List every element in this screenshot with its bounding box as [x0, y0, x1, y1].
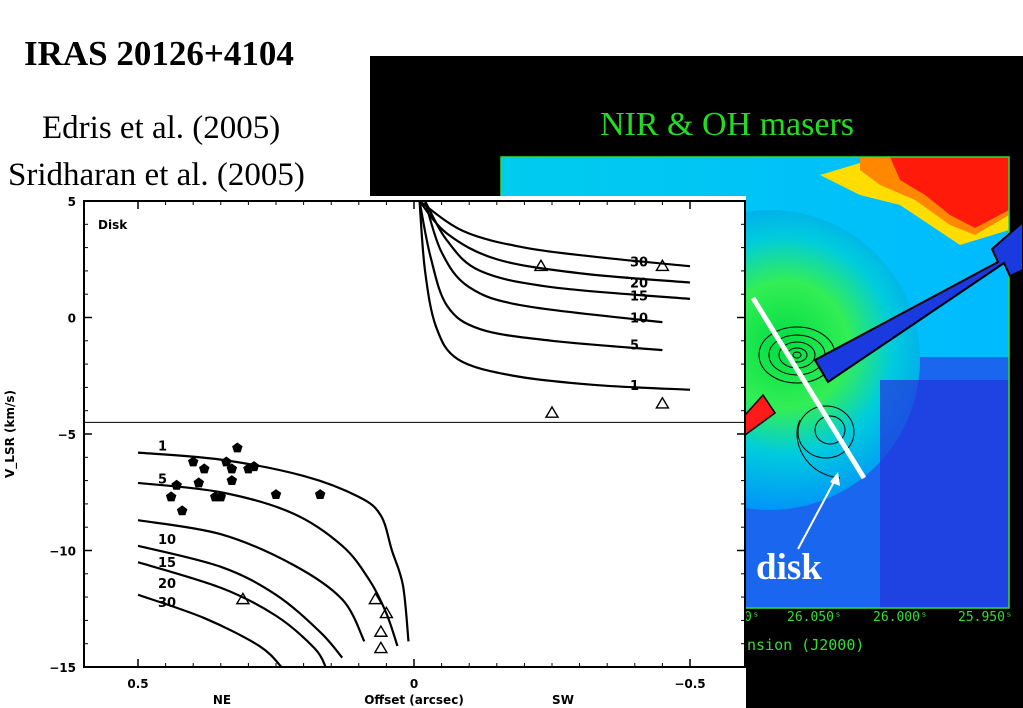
- maser-point-filled: [226, 463, 238, 474]
- y-tick-label: −5: [58, 428, 76, 442]
- curve-label-ne-20: 20: [158, 577, 176, 592]
- curve-label-sw-5: 5: [630, 338, 639, 353]
- rotation-curve-sw-30: [418, 200, 691, 268]
- maser-point-open: [235, 592, 251, 605]
- pv-panel-background: [0, 196, 746, 708]
- maser-point-filled: [226, 475, 238, 485]
- ra-tick-0: 0ˢ: [744, 610, 760, 625]
- panel-label: Disk: [98, 218, 128, 232]
- slide-title: IRAS 20126+4104: [24, 34, 294, 73]
- reference-edris: Edris et al. (2005): [42, 110, 281, 146]
- disk-line: [750, 296, 867, 480]
- x-tick-label: 0: [410, 677, 418, 691]
- rotation-curve-ne-5: [137, 481, 399, 647]
- direction-label-ne: NE: [213, 693, 231, 707]
- disk-pointer-head: [830, 472, 840, 486]
- curve-label-sw-30: 30: [630, 256, 648, 271]
- curve-label-sw-10: 10: [630, 312, 648, 327]
- pv-plot-frame: [83, 200, 746, 668]
- curve-label-sw-20: 20: [630, 277, 648, 292]
- x-tick-label: −0.5: [674, 677, 705, 691]
- inset-title: NIR & OH masers: [600, 106, 855, 143]
- low-region: [880, 380, 1009, 608]
- maser-point-open: [533, 258, 549, 272]
- y-tick-label: 0: [68, 312, 76, 326]
- hot-region-red: [890, 157, 1009, 228]
- maser-point-open: [655, 258, 670, 272]
- rotation-curve-ne-1: [137, 451, 410, 642]
- x-tick-label: 0.5: [127, 677, 148, 691]
- curve-label-ne-1: 1: [158, 440, 167, 455]
- maser-point-filled: [165, 491, 177, 502]
- rotation-curve-sw-15: [424, 200, 691, 300]
- rotation-curve-sw-1: [418, 200, 691, 391]
- curve-label-ne-30: 30: [158, 596, 176, 611]
- disk-pointer: [797, 477, 837, 550]
- pv-points: [165, 258, 670, 654]
- maser-point-filled: [270, 489, 282, 499]
- maser-point-filled: [171, 479, 182, 490]
- maser-point-open: [373, 624, 389, 637]
- disk-label: disk: [756, 547, 822, 588]
- maser-point-open: [655, 396, 670, 409]
- maser-point-open: [379, 606, 394, 619]
- maser-point-filled: [248, 461, 260, 472]
- maser-point-filled: [188, 456, 199, 467]
- rotation-curve-sw-20: [418, 200, 691, 284]
- curve-label-sw-1: 1: [630, 379, 639, 394]
- maser-point-filled: [314, 489, 326, 499]
- pv-curves: [137, 200, 691, 668]
- outflow-arrow: [813, 220, 1023, 384]
- rotation-curve-ne-15: [137, 544, 344, 659]
- maser-point-filled: [232, 442, 243, 453]
- maser-point-filled: [215, 491, 226, 502]
- ra-tick-3: 25.950ˢ: [958, 610, 1013, 625]
- y-tick-label: 5: [68, 195, 76, 209]
- rotation-curve-ne-10: [137, 519, 366, 642]
- maser-point-filled: [199, 463, 210, 474]
- maser-point-open: [373, 640, 389, 654]
- maser-point-filled: [193, 477, 204, 488]
- maser-point-open: [368, 592, 383, 605]
- maser-point-filled: [221, 456, 232, 467]
- rotation-curve-ne-20: [137, 561, 327, 668]
- ra-axis-title: nsion (J2000): [747, 636, 865, 654]
- maser-point-open: [544, 405, 560, 418]
- ra-tick-1: 26.050ˢ: [787, 610, 842, 625]
- rotation-curve-ne-30: [137, 593, 283, 668]
- direction-label-sw: SW: [552, 693, 574, 707]
- y-tick-label: −15: [49, 661, 76, 675]
- curve-label-sw-15: 15: [630, 289, 648, 304]
- rotation-curve-sw-5: [418, 200, 663, 352]
- rotation-curve-sw-10: [423, 200, 663, 324]
- y-axis-label: V_LSR (km/s): [3, 390, 18, 478]
- curve-label-ne-10: 10: [158, 533, 176, 548]
- ra-tick-2: 26.000ˢ: [873, 610, 928, 625]
- curve-label-ne-5: 5: [158, 472, 167, 487]
- curve-label-ne-15: 15: [158, 556, 176, 571]
- reference-sridharan: Sridharan et al. (2005): [8, 157, 305, 193]
- x-axis-label: Offset (arcsec): [364, 693, 464, 707]
- y-tick-label: −10: [49, 545, 76, 559]
- maser-point-filled: [176, 505, 188, 516]
